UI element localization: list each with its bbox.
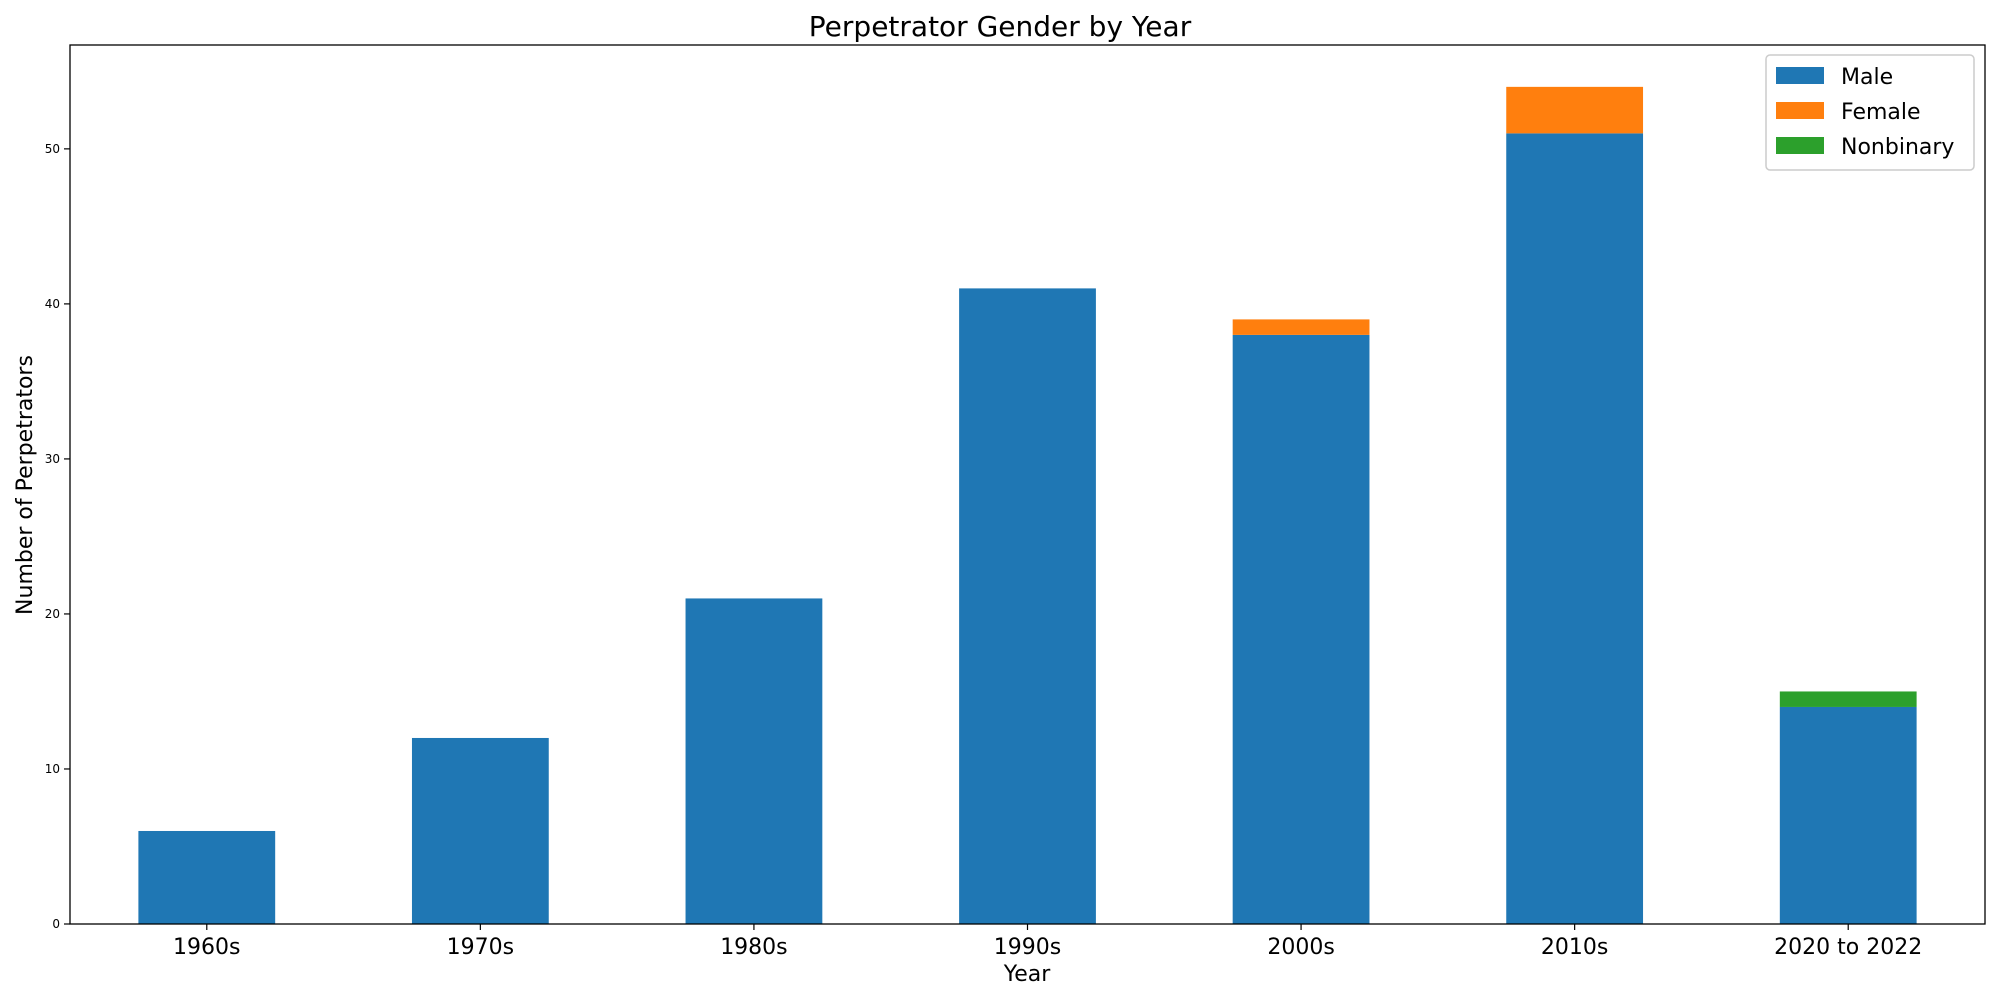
x-axis-label: Year: [1003, 962, 1052, 987]
y-tick-label: 20: [45, 607, 60, 621]
y-tick-label: 10: [45, 762, 60, 776]
legend-swatch-female: [1776, 102, 1824, 119]
bar-male-2: [685, 598, 823, 924]
y-tick-label: 40: [45, 297, 60, 311]
x-tick-label: 2000s: [1267, 935, 1334, 960]
plot-frame: [69, 44, 1986, 925]
legend-label-male: Male: [1841, 65, 1893, 90]
legend-swatch-male: [1776, 67, 1824, 84]
x-tick-label: 1960s: [173, 935, 240, 960]
x-tick-label: 1980s: [720, 935, 787, 960]
y-axis: 0 10 20 30 40 50: [45, 142, 70, 931]
bar-male-4: [1232, 334, 1370, 924]
bar-male-5: [1506, 133, 1644, 924]
bar-male-6: [1779, 706, 1917, 924]
chart-title: Perpetrator Gender by Year: [809, 10, 1192, 43]
legend-label-nonbinary: Nonbinary: [1841, 135, 1954, 160]
y-tick-label: 0: [52, 917, 60, 931]
bar-male-1: [411, 737, 549, 924]
x-tick-label: 1990s: [994, 935, 1061, 960]
y-tick-label: 50: [45, 142, 60, 156]
bar-nonbinary-6: [1779, 691, 1917, 707]
bar-male-3: [959, 288, 1096, 924]
legend: Male Female Nonbinary: [1765, 54, 1975, 171]
bar-male-0: [138, 830, 276, 924]
x-tick-label: 2020 to 2022: [1774, 935, 1922, 960]
bars-group: [138, 86, 1917, 924]
bar-female-5: [1506, 86, 1644, 134]
x-tick-label: 1970s: [447, 935, 514, 960]
y-tick-label: 30: [45, 452, 60, 466]
legend-swatch-nonbinary: [1776, 137, 1824, 154]
y-axis-label: Number of Perpetrators: [13, 355, 38, 615]
bar-female-4: [1232, 319, 1370, 335]
x-tick-label: 2010s: [1541, 935, 1608, 960]
legend-label-female: Female: [1841, 100, 1921, 125]
x-axis: 1960s 1970s 1980s 1990s 2000s 2010s 2020 to 20…: [173, 924, 1922, 960]
